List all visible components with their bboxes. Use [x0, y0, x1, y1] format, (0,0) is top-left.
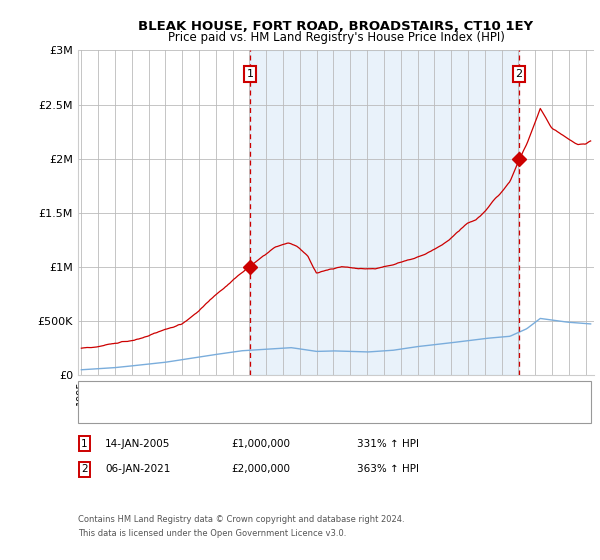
Text: 2: 2 — [81, 464, 88, 474]
Text: £2,000,000: £2,000,000 — [231, 464, 290, 474]
Text: 331% ↑ HPI: 331% ↑ HPI — [357, 438, 419, 449]
Text: Contains HM Land Registry data © Crown copyright and database right 2024.: Contains HM Land Registry data © Crown c… — [78, 515, 404, 524]
Text: £1,000,000: £1,000,000 — [231, 438, 290, 449]
Text: This data is licensed under the Open Government Licence v3.0.: This data is licensed under the Open Gov… — [78, 529, 346, 538]
Text: 06-JAN-2021: 06-JAN-2021 — [105, 464, 170, 474]
Text: 363% ↑ HPI: 363% ↑ HPI — [357, 464, 419, 474]
Bar — [250, 50, 519, 375]
Text: Price paid vs. HM Land Registry's House Price Index (HPI): Price paid vs. HM Land Registry's House … — [167, 31, 505, 44]
Text: BLEAK HOUSE, FORT ROAD, BROADSTAIRS, CT10 1EY: BLEAK HOUSE, FORT ROAD, BROADSTAIRS, CT1… — [139, 20, 533, 32]
Text: 14-JAN-2005: 14-JAN-2005 — [105, 438, 170, 449]
Text: 1: 1 — [247, 69, 254, 79]
Text: 2: 2 — [515, 69, 523, 79]
Text: 1: 1 — [81, 438, 88, 449]
Text: BLEAK HOUSE, FORT ROAD, BROADSTAIRS, CT10 1EY (detached house): BLEAK HOUSE, FORT ROAD, BROADSTAIRS, CT1… — [117, 390, 473, 400]
Text: HPI: Average price, detached house, Thanet: HPI: Average price, detached house, Than… — [117, 407, 336, 417]
